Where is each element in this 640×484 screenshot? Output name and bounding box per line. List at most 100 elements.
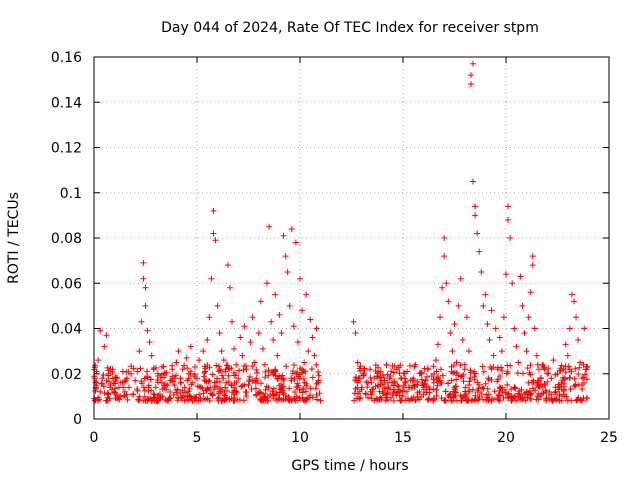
data-point-baseline bbox=[421, 365, 428, 372]
data-point bbox=[311, 352, 318, 359]
data-point-baseline bbox=[100, 372, 107, 379]
data-point-baseline bbox=[435, 374, 442, 381]
data-point bbox=[121, 388, 128, 395]
data-point-baseline bbox=[564, 397, 571, 404]
data-point-baseline bbox=[508, 394, 515, 401]
data-point-baseline bbox=[381, 385, 388, 392]
data-point bbox=[467, 81, 474, 88]
data-point bbox=[132, 377, 139, 384]
data-point bbox=[373, 395, 380, 402]
x-tick-label: 25 bbox=[600, 430, 618, 446]
data-point-baseline bbox=[583, 376, 590, 383]
data-point bbox=[350, 318, 357, 325]
data-point-baseline bbox=[499, 367, 506, 374]
data-point bbox=[568, 291, 575, 298]
data-point-baseline bbox=[280, 391, 287, 398]
data-point-baseline bbox=[558, 397, 565, 404]
data-point-baseline bbox=[264, 397, 271, 404]
data-point-baseline bbox=[312, 385, 319, 392]
data-point-baseline bbox=[112, 380, 119, 387]
data-point bbox=[525, 314, 532, 321]
data-point-baseline bbox=[275, 373, 282, 380]
data-point-baseline bbox=[252, 385, 259, 392]
data-point-baseline bbox=[217, 388, 224, 395]
data-point-baseline bbox=[442, 388, 449, 395]
data-point-baseline bbox=[471, 373, 478, 380]
y-tick-label: 0 bbox=[73, 412, 82, 428]
data-point bbox=[387, 373, 394, 380]
data-point-baseline bbox=[474, 389, 481, 396]
data-point bbox=[472, 212, 479, 219]
data-point-baseline bbox=[467, 367, 474, 374]
data-point-baseline bbox=[291, 362, 298, 369]
data-point-baseline bbox=[571, 375, 578, 382]
data-point bbox=[237, 334, 244, 341]
data-point-baseline bbox=[447, 391, 454, 398]
data-point-baseline bbox=[296, 371, 303, 378]
data-point bbox=[529, 262, 536, 269]
data-point-baseline bbox=[96, 396, 103, 403]
data-point-baseline bbox=[561, 375, 568, 382]
data-point bbox=[544, 370, 551, 377]
data-point-baseline bbox=[497, 373, 504, 380]
data-point bbox=[581, 325, 588, 332]
data-point-baseline bbox=[91, 375, 98, 382]
data-point-baseline bbox=[200, 373, 207, 380]
data-point-baseline bbox=[460, 378, 467, 385]
data-point-baseline bbox=[202, 387, 209, 394]
data-point bbox=[529, 253, 536, 260]
data-point bbox=[292, 239, 299, 246]
data-point-baseline bbox=[209, 371, 216, 378]
data-point-baseline bbox=[184, 365, 191, 372]
data-point-baseline bbox=[364, 384, 371, 391]
data-point-baseline bbox=[479, 384, 486, 391]
data-point-baseline bbox=[561, 386, 568, 393]
data-point bbox=[383, 361, 390, 368]
data-point-baseline bbox=[353, 395, 360, 402]
data-point-baseline bbox=[186, 392, 193, 399]
data-point-baseline bbox=[455, 372, 462, 379]
data-point bbox=[480, 302, 487, 309]
data-point-baseline bbox=[273, 391, 280, 398]
data-point-baseline bbox=[206, 397, 213, 404]
data-point bbox=[305, 348, 312, 355]
data-point bbox=[165, 397, 172, 404]
data-point-baseline bbox=[296, 387, 303, 394]
data-point bbox=[451, 320, 458, 327]
data-point-baseline bbox=[207, 390, 214, 397]
data-point-baseline bbox=[200, 390, 207, 397]
data-point bbox=[239, 352, 246, 359]
data-point-baseline bbox=[187, 393, 194, 400]
data-point-baseline bbox=[262, 368, 269, 375]
data-point-baseline bbox=[538, 381, 545, 388]
data-point bbox=[198, 384, 205, 391]
data-point-baseline bbox=[307, 385, 314, 392]
data-point-baseline bbox=[433, 375, 440, 382]
y-tick-label: 0.06 bbox=[51, 276, 82, 292]
data-point bbox=[447, 330, 454, 337]
data-point-baseline bbox=[91, 364, 98, 371]
data-point-baseline bbox=[453, 383, 460, 390]
data-point-baseline bbox=[145, 384, 152, 391]
data-point-baseline bbox=[482, 380, 489, 387]
data-point-baseline bbox=[120, 384, 127, 391]
data-point-baseline bbox=[233, 389, 240, 396]
data-point-baseline bbox=[121, 392, 128, 399]
data-point-baseline bbox=[566, 366, 573, 373]
data-point bbox=[243, 366, 250, 373]
data-point bbox=[562, 341, 569, 348]
data-point-baseline bbox=[285, 393, 292, 400]
data-point bbox=[441, 253, 448, 260]
data-point-baseline bbox=[528, 379, 535, 386]
data-point-baseline bbox=[232, 388, 239, 395]
data-point-baseline bbox=[556, 383, 563, 390]
data-point bbox=[412, 361, 419, 368]
data-point bbox=[414, 382, 421, 389]
x-tick-label: 20 bbox=[497, 430, 515, 446]
data-point bbox=[410, 375, 417, 382]
data-point-baseline bbox=[223, 362, 230, 369]
data-point-baseline bbox=[148, 397, 155, 404]
data-point-baseline bbox=[580, 361, 587, 368]
data-point bbox=[367, 366, 374, 373]
